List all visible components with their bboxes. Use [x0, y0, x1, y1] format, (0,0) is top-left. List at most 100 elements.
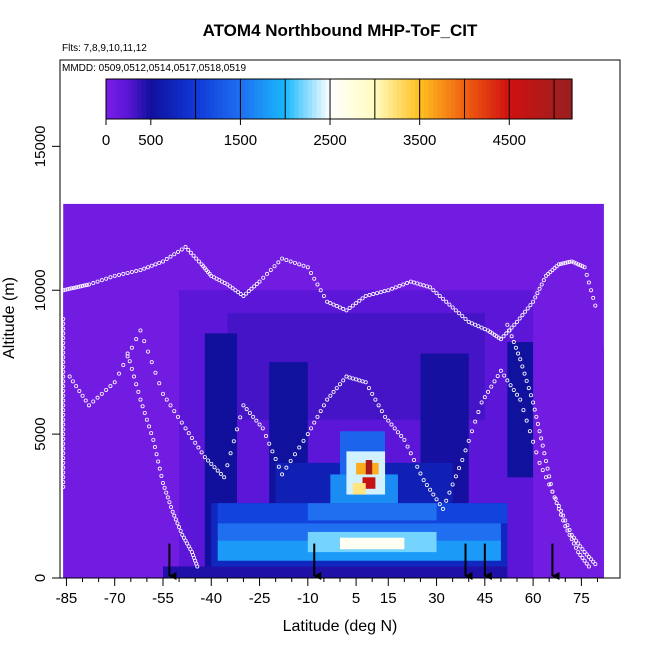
flight-track-point [61, 456, 66, 461]
flight-track-point [61, 417, 66, 422]
flight-track-point [578, 263, 583, 268]
colorbar-segment [509, 79, 515, 119]
flight-track-point [61, 475, 66, 480]
flight-track-point [447, 302, 452, 307]
colorbar-segment [298, 79, 304, 119]
flight-track-point [309, 426, 314, 431]
flight-track-point [565, 260, 570, 265]
flight-track-point [561, 513, 566, 518]
flight-track-point [61, 484, 66, 489]
flight-track-point [138, 328, 143, 333]
flight-track-point [301, 438, 306, 443]
flight-track-point [309, 270, 314, 275]
flight-track-point [591, 559, 596, 564]
flight-track-point [444, 498, 449, 503]
x-tick-label: 75 [573, 590, 590, 607]
flight-track-point [518, 397, 523, 402]
flight-track-point [505, 322, 510, 327]
flight-track-point [180, 532, 185, 537]
flight-track-point [540, 468, 545, 473]
flight-track-point [473, 419, 478, 424]
flight-track-point [321, 293, 326, 298]
colorbar-tick-label: 2500 [313, 132, 346, 149]
colorbar-tick-label: 1500 [224, 132, 257, 149]
flight-track-point [428, 487, 433, 492]
flight-track-point [228, 451, 233, 456]
flight-track-point [582, 550, 587, 555]
colorbar-segment [235, 79, 242, 119]
colorbar-segment [289, 79, 295, 119]
colorbar-segment [370, 79, 376, 119]
flight-track-point [142, 411, 147, 416]
flight-track-point [347, 305, 352, 310]
flight-track-point [489, 384, 494, 389]
flight-track-point [188, 547, 193, 552]
flight-track-point [440, 506, 445, 511]
flight-track-point [578, 552, 583, 557]
x-tick-label: -25 [249, 590, 271, 607]
colorbar-segment [540, 79, 546, 119]
flight-track-point [134, 382, 139, 387]
flight-track-point [531, 299, 536, 304]
colorbar-ticks: 0 500 1500 2500 3500 4500 [102, 119, 526, 149]
heatmap-cell [307, 503, 437, 521]
flight-track-point [363, 380, 368, 385]
flight-track-point [561, 261, 566, 266]
flight-track-point [526, 386, 531, 391]
colorbar-segment [334, 79, 340, 119]
flight-track-point [584, 561, 589, 566]
flight-track-point [284, 258, 289, 263]
flight-track-point [157, 260, 162, 265]
colorbar-segment [563, 79, 569, 119]
colorbar: 0 500 1500 2500 3500 4500 [102, 78, 573, 149]
flight-track-point [61, 422, 66, 427]
flight-track-point [334, 304, 339, 309]
flight-track-point [479, 325, 484, 330]
flight-track-point [74, 384, 79, 389]
flight-track-point [91, 281, 96, 286]
colorbar-tick-label: 3500 [403, 132, 436, 149]
flight-track-point [576, 262, 581, 267]
flight-track-point [580, 547, 585, 552]
chart-title: ATOM4 Northbound MHP-ToF_CIT [203, 21, 478, 40]
colorbar-segment [433, 79, 439, 119]
flight-track-point [61, 379, 66, 384]
flight-track-point [127, 359, 132, 364]
flight-track-point [537, 460, 542, 465]
flight-track-point [61, 336, 66, 341]
flight-track-point [569, 259, 574, 264]
x-tick-label: 5 [352, 590, 360, 607]
flight-track-point [244, 407, 249, 412]
flight-track-point [469, 321, 474, 326]
flight-track-point [571, 260, 576, 265]
flight-track-point [202, 455, 207, 460]
flight-track-point [424, 482, 429, 487]
y-axis: 0 5000 10000 15000 [32, 125, 60, 582]
flight-track-point [367, 293, 372, 298]
flight-track-point [537, 286, 542, 291]
flight-track-point [176, 414, 181, 419]
flight-track-point [567, 532, 572, 537]
flight-track-point [437, 293, 442, 298]
flight-track-point [112, 380, 117, 385]
flight-track-point [61, 350, 66, 355]
colorbar-segment [226, 79, 233, 119]
flight-track-point [548, 481, 553, 486]
colorbar-segment [527, 79, 533, 119]
flight-track-point [181, 535, 186, 540]
flight-track-point [183, 538, 188, 543]
flight-track-point [247, 411, 252, 416]
colorbar-segment [352, 79, 358, 119]
flight-track-point [206, 458, 211, 463]
flight-track-point [539, 282, 544, 287]
flight-track-point [386, 288, 391, 293]
flight-track-point [61, 398, 66, 403]
flight-track-point [61, 393, 66, 398]
flight-track-point [301, 263, 306, 268]
flight-track-point [509, 325, 514, 330]
flight-track-point [238, 415, 243, 420]
x-tick-label: 60 [525, 590, 542, 607]
flight-track-point [186, 544, 191, 549]
flight-track-point [457, 466, 462, 471]
flight-track-point [453, 308, 458, 313]
